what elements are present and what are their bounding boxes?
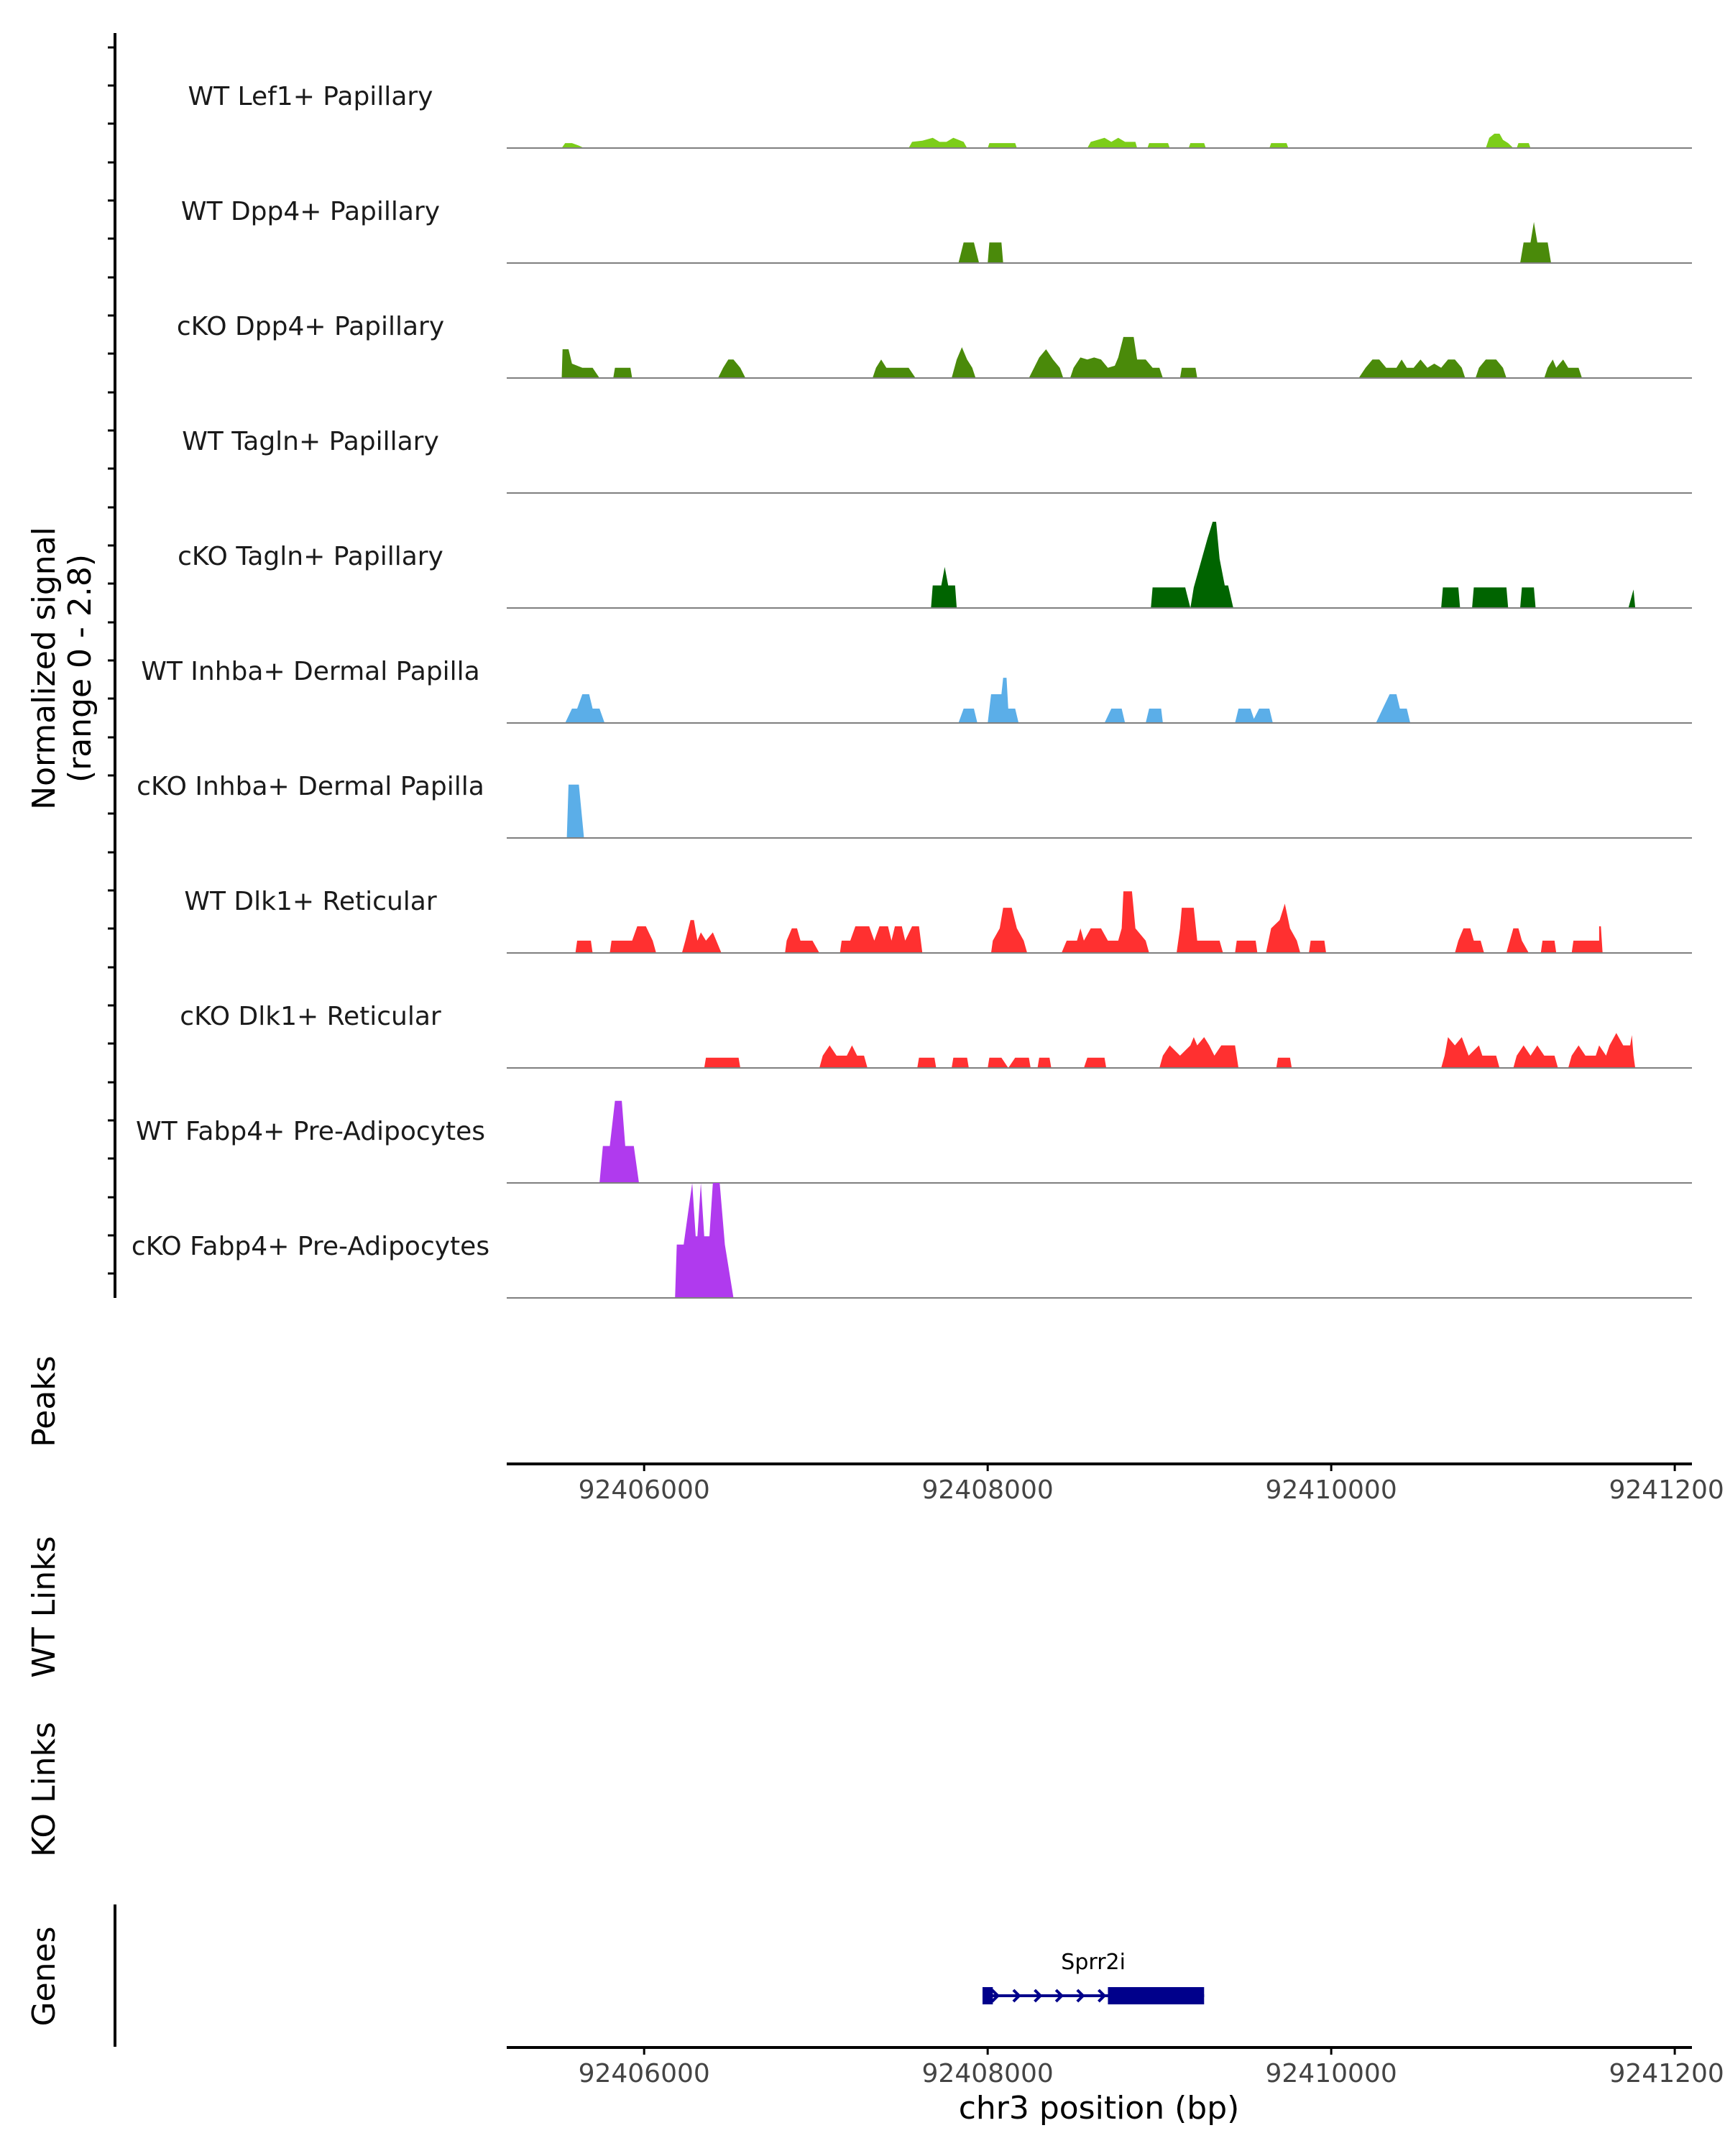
track-label: WT Inhba+ Dermal Papilla — [141, 657, 479, 686]
strand-arrow — [1034, 1989, 1043, 2003]
coverage-area — [704, 1033, 1636, 1068]
coverage-area — [566, 784, 584, 838]
peaks-panel: Peaks 92406000 92408000 92410000 92412000 — [26, 1355, 1725, 1505]
track-label: WT Lef1+ Papillary — [188, 82, 433, 111]
coverage-track: cKO Tagln+ Papillary — [178, 522, 1692, 609]
genes-panel: Genes Sprr2i 92406000 92408000 92410000 924… — [26, 1904, 1725, 2127]
x-tick-label: 92406000 — [579, 2059, 710, 2088]
track-label: cKO Fabp4+ Pre-Adipocytes — [132, 1232, 489, 1261]
coverage-area — [675, 1183, 734, 1298]
strand-arrow — [1076, 1989, 1085, 2003]
track-label: WT Dlk1+ Reticular — [184, 887, 436, 916]
coverage-y-ticks — [108, 46, 115, 1275]
coverage-track: cKO Inhba+ Dermal Papilla — [137, 772, 1692, 839]
x-axis-title: chr3 position (bp) — [959, 2090, 1240, 2127]
x-tick-label: 92412000 — [1609, 1475, 1725, 1505]
coverage-track: WT Dlk1+ Reticular — [184, 887, 1692, 954]
track-label: cKO Inhba+ Dermal Papilla — [137, 772, 484, 801]
coverage-track: WT Inhba+ Dermal Papilla — [141, 657, 1692, 724]
coverage-track: WT Tagln+ Papillary — [182, 427, 1692, 494]
x-tick-label: 92410000 — [1266, 2059, 1397, 2088]
coverage-track: WT Dpp4+ Papillary — [181, 197, 1692, 264]
gene-exon — [1108, 1987, 1205, 2004]
track-label: cKO Dpp4+ Papillary — [177, 312, 444, 341]
gene-models: Sprr2i — [982, 1950, 1205, 2004]
coverage-track: cKO Dpp4+ Papillary — [177, 312, 1692, 379]
track-label: cKO Tagln+ Papillary — [178, 542, 443, 571]
coverage-track: WT Fabp4+ Pre-Adipocytes — [136, 1100, 1692, 1184]
track-label: cKO Dlk1+ Reticular — [180, 1002, 441, 1031]
coverage-track: cKO Fabp4+ Pre-Adipocytes — [132, 1183, 1692, 1299]
peaks-label: Peaks — [26, 1355, 63, 1447]
genes-x-ticks: 92406000 92408000 92410000 92412000 — [579, 2047, 1725, 2088]
gene-exon — [982, 1987, 993, 2004]
coverage-track: WT Lef1+ Papillary — [188, 82, 1692, 149]
coverage-y-label: Normalized signal — [26, 527, 63, 810]
wt-links-label: WT Links — [26, 1536, 63, 1677]
coverage-area — [599, 1100, 639, 1183]
strand-arrow — [1012, 1989, 1021, 2003]
gene-model: Sprr2i — [982, 1950, 1205, 2004]
coverage-tracks: WT Lef1+ Papillary WT Dpp4+ Papillary cKO … — [132, 82, 1692, 1299]
x-tick-label: 92408000 — [922, 2059, 1054, 2088]
coverage-y-label-range: (range 0 - 2.8) — [62, 554, 98, 783]
gene-label: Sprr2i — [1061, 1950, 1126, 1975]
x-tick-label: 92410000 — [1266, 1475, 1397, 1505]
x-tick-label: 92412000 — [1609, 2059, 1725, 2088]
strand-arrow — [1054, 1989, 1064, 2003]
coverage-track: cKO Dlk1+ Reticular — [180, 1002, 1692, 1069]
strand-arrow — [990, 1989, 1000, 2003]
coverage-area — [561, 336, 1582, 378]
coverage-panel: Normalized signal (range 0 - 2.8) WT Lef… — [26, 33, 1692, 1299]
coverage-area — [575, 891, 1603, 953]
track-label: WT Dpp4+ Papillary — [181, 197, 440, 226]
genes-label: Genes — [26, 1926, 63, 2026]
strand-arrow — [1098, 1989, 1107, 2003]
peaks-x-ticks: 92406000 92408000 92410000 92412000 — [579, 1464, 1725, 1505]
track-label: WT Fabp4+ Pre-Adipocytes — [136, 1117, 485, 1146]
track-label: WT Tagln+ Papillary — [182, 427, 439, 456]
x-tick-label: 92406000 — [579, 1475, 710, 1505]
x-tick-label: 92408000 — [922, 1475, 1054, 1505]
ko-links-label: KO Links — [26, 1722, 63, 1857]
